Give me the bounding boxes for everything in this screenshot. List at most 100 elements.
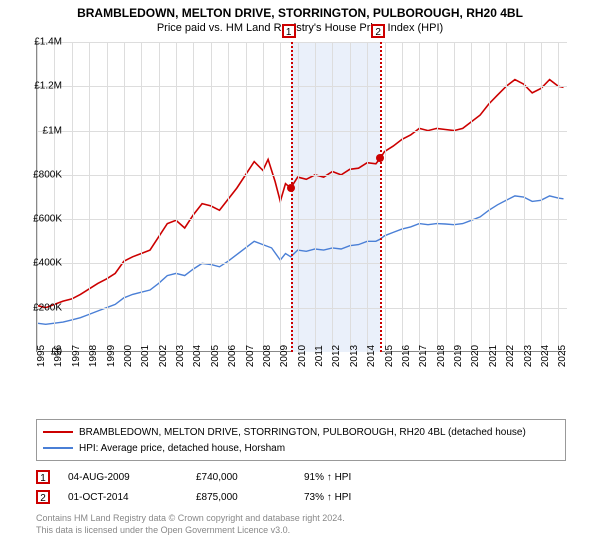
x-tick-label: 2015 bbox=[384, 345, 395, 367]
legend-row: BRAMBLEDOWN, MELTON DRIVE, STORRINGTON, … bbox=[43, 424, 559, 440]
y-tick-label: £200K bbox=[33, 302, 62, 313]
x-tick-label: 2007 bbox=[245, 345, 256, 367]
transaction-date: 01-OCT-2014 bbox=[68, 492, 178, 503]
gridline-vertical bbox=[298, 42, 299, 352]
gridline-vertical bbox=[72, 42, 73, 352]
gridline-vertical bbox=[315, 42, 316, 352]
gridline-vertical bbox=[419, 42, 420, 352]
gridline-vertical bbox=[176, 42, 177, 352]
gridline-vertical bbox=[246, 42, 247, 352]
gridline-vertical bbox=[211, 42, 212, 352]
y-tick-label: £1.4M bbox=[34, 37, 62, 48]
x-tick-label: 1997 bbox=[71, 345, 82, 367]
chart-title: BRAMBLEDOWN, MELTON DRIVE, STORRINGTON, … bbox=[0, 0, 600, 20]
legend: BRAMBLEDOWN, MELTON DRIVE, STORRINGTON, … bbox=[36, 419, 566, 461]
x-tick-label: 2019 bbox=[453, 345, 464, 367]
gridline-vertical bbox=[107, 42, 108, 352]
x-tick-label: 2022 bbox=[505, 345, 516, 367]
x-tick-label: 2001 bbox=[140, 345, 151, 367]
transaction-dot bbox=[376, 154, 384, 162]
x-tick-label: 2006 bbox=[227, 345, 238, 367]
x-tick-label: 2002 bbox=[158, 345, 169, 367]
event-marker: 1 bbox=[282, 24, 296, 38]
y-tick-label: £800K bbox=[33, 169, 62, 180]
x-tick-label: 2025 bbox=[557, 345, 568, 367]
transaction-price: £740,000 bbox=[196, 472, 286, 483]
y-tick-label: £1M bbox=[43, 125, 62, 136]
footer-line-2: This data is licensed under the Open Gov… bbox=[36, 525, 566, 537]
chart-area: £0£200K£400K£600K£800K£1M£1.2M£1.4M19951… bbox=[36, 42, 596, 377]
x-tick-label: 2018 bbox=[436, 345, 447, 367]
transaction-table: 104-AUG-2009£740,00091% ↑ HPI201-OCT-201… bbox=[36, 467, 566, 507]
x-tick-label: 2014 bbox=[366, 345, 377, 367]
gridline-vertical bbox=[141, 42, 142, 352]
x-tick-label: 2017 bbox=[418, 345, 429, 367]
y-tick-label: £600K bbox=[33, 214, 62, 225]
gridline-vertical bbox=[385, 42, 386, 352]
x-tick-label: 2023 bbox=[523, 345, 534, 367]
x-tick-label: 2011 bbox=[314, 345, 325, 367]
gridline-vertical bbox=[263, 42, 264, 352]
gridline-horizontal bbox=[37, 86, 567, 87]
gridline-vertical bbox=[454, 42, 455, 352]
x-tick-label: 2008 bbox=[262, 345, 273, 367]
gridline-vertical bbox=[159, 42, 160, 352]
x-tick-label: 2021 bbox=[488, 345, 499, 367]
gridline-vertical bbox=[280, 42, 281, 352]
gridline-vertical bbox=[124, 42, 125, 352]
gridline-vertical bbox=[506, 42, 507, 352]
legend-label: BRAMBLEDOWN, MELTON DRIVE, STORRINGTON, … bbox=[79, 427, 526, 438]
x-tick-label: 1999 bbox=[106, 345, 117, 367]
legend-row: HPI: Average price, detached house, Hors… bbox=[43, 440, 559, 456]
gridline-horizontal bbox=[37, 308, 567, 309]
transaction-hpi: 73% ↑ HPI bbox=[304, 492, 394, 503]
event-vline bbox=[380, 42, 382, 352]
gridline-vertical bbox=[437, 42, 438, 352]
transaction-hpi: 91% ↑ HPI bbox=[304, 472, 394, 483]
y-tick-label: £400K bbox=[33, 258, 62, 269]
x-tick-label: 2012 bbox=[331, 345, 342, 367]
gridline-vertical bbox=[228, 42, 229, 352]
x-tick-label: 1996 bbox=[53, 345, 64, 367]
transaction-row: 201-OCT-2014£875,00073% ↑ HPI bbox=[36, 487, 566, 507]
series-line-hpi bbox=[37, 196, 564, 324]
x-tick-label: 1998 bbox=[88, 345, 99, 367]
x-tick-label: 2010 bbox=[297, 345, 308, 367]
event-marker: 2 bbox=[371, 24, 385, 38]
transaction-marker-box: 1 bbox=[36, 470, 50, 484]
event-vline bbox=[291, 42, 293, 352]
gridline-vertical bbox=[489, 42, 490, 352]
x-tick-label: 2003 bbox=[175, 345, 186, 367]
gridline-vertical bbox=[367, 42, 368, 352]
footer-attribution: Contains HM Land Registry data © Crown c… bbox=[36, 513, 566, 536]
x-tick-label: 2013 bbox=[349, 345, 360, 367]
x-tick-label: 1995 bbox=[36, 345, 47, 367]
x-tick-label: 2000 bbox=[123, 345, 134, 367]
transaction-marker-box: 2 bbox=[36, 490, 50, 504]
footer-line-1: Contains HM Land Registry data © Crown c… bbox=[36, 513, 566, 525]
x-tick-label: 2004 bbox=[192, 345, 203, 367]
x-tick-label: 2024 bbox=[540, 345, 551, 367]
legend-swatch bbox=[43, 447, 73, 449]
gridline-horizontal bbox=[37, 131, 567, 132]
gridline-horizontal bbox=[37, 219, 567, 220]
legend-label: HPI: Average price, detached house, Hors… bbox=[79, 443, 285, 454]
gridline-vertical bbox=[332, 42, 333, 352]
plot-region bbox=[36, 42, 566, 352]
gridline-vertical bbox=[541, 42, 542, 352]
transaction-row: 104-AUG-2009£740,00091% ↑ HPI bbox=[36, 467, 566, 487]
chart-subtitle: Price paid vs. HM Land Registry's House … bbox=[0, 20, 600, 38]
gridline-vertical bbox=[89, 42, 90, 352]
gridline-vertical bbox=[402, 42, 403, 352]
x-tick-label: 2020 bbox=[470, 345, 481, 367]
x-tick-label: 2009 bbox=[279, 345, 290, 367]
chart-svg bbox=[37, 42, 567, 352]
gridline-vertical bbox=[524, 42, 525, 352]
chart-container: BRAMBLEDOWN, MELTON DRIVE, STORRINGTON, … bbox=[0, 0, 600, 560]
legend-swatch bbox=[43, 431, 73, 433]
y-tick-label: £1.2M bbox=[34, 81, 62, 92]
x-tick-label: 2005 bbox=[210, 345, 221, 367]
x-tick-label: 2016 bbox=[401, 345, 412, 367]
transaction-dot bbox=[287, 184, 295, 192]
gridline-vertical bbox=[193, 42, 194, 352]
